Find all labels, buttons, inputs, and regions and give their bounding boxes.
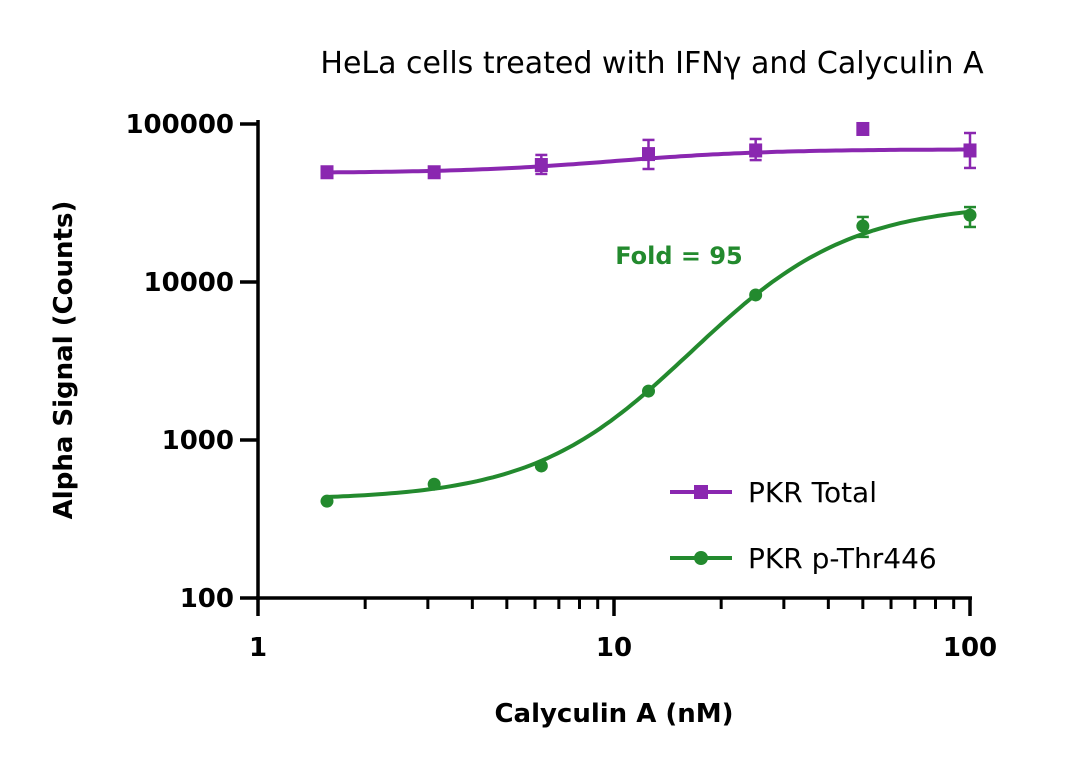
data-point: [641, 147, 655, 162]
data-point: [856, 121, 870, 136]
y-tick-label: 100000: [125, 110, 234, 140]
x-tick-label: 1: [249, 633, 267, 663]
legend-label: PKR Total: [748, 476, 877, 509]
data-point: [749, 143, 763, 158]
data-point: [534, 459, 548, 473]
legend-label: PKR p-Thr446: [748, 542, 937, 575]
x-axis-label: Calyculin A (nM): [494, 699, 733, 729]
data-point: [320, 494, 334, 508]
x-tick-label: 10: [596, 633, 632, 663]
data-point: [427, 477, 441, 491]
legend-marker: [694, 485, 708, 499]
legend-marker: [694, 551, 708, 565]
data-point: [641, 384, 655, 398]
y-tick-label: 10000: [144, 268, 234, 298]
y-tick-label: 1000: [162, 426, 234, 456]
data-point: [749, 288, 763, 302]
chart-title: HeLa cells treated with IFNγ and Calycul…: [320, 46, 984, 81]
data-point: [963, 143, 977, 158]
axes: 1 10 100 100 1000 10000 100000: [125, 110, 997, 663]
data-point: [320, 165, 334, 180]
y-tick-label: 100: [180, 584, 234, 614]
plot-area: [320, 121, 977, 508]
data-point: [427, 165, 441, 180]
data-point: [856, 219, 870, 233]
data-point: [534, 158, 548, 173]
y-axis-label: Alpha Signal (Counts): [49, 201, 79, 520]
legend: PKR Total PKR p-Thr446: [670, 476, 937, 575]
x-tick-label: 100: [943, 633, 997, 663]
fold-annotation: Fold = 95: [615, 242, 743, 270]
data-point: [963, 208, 977, 222]
